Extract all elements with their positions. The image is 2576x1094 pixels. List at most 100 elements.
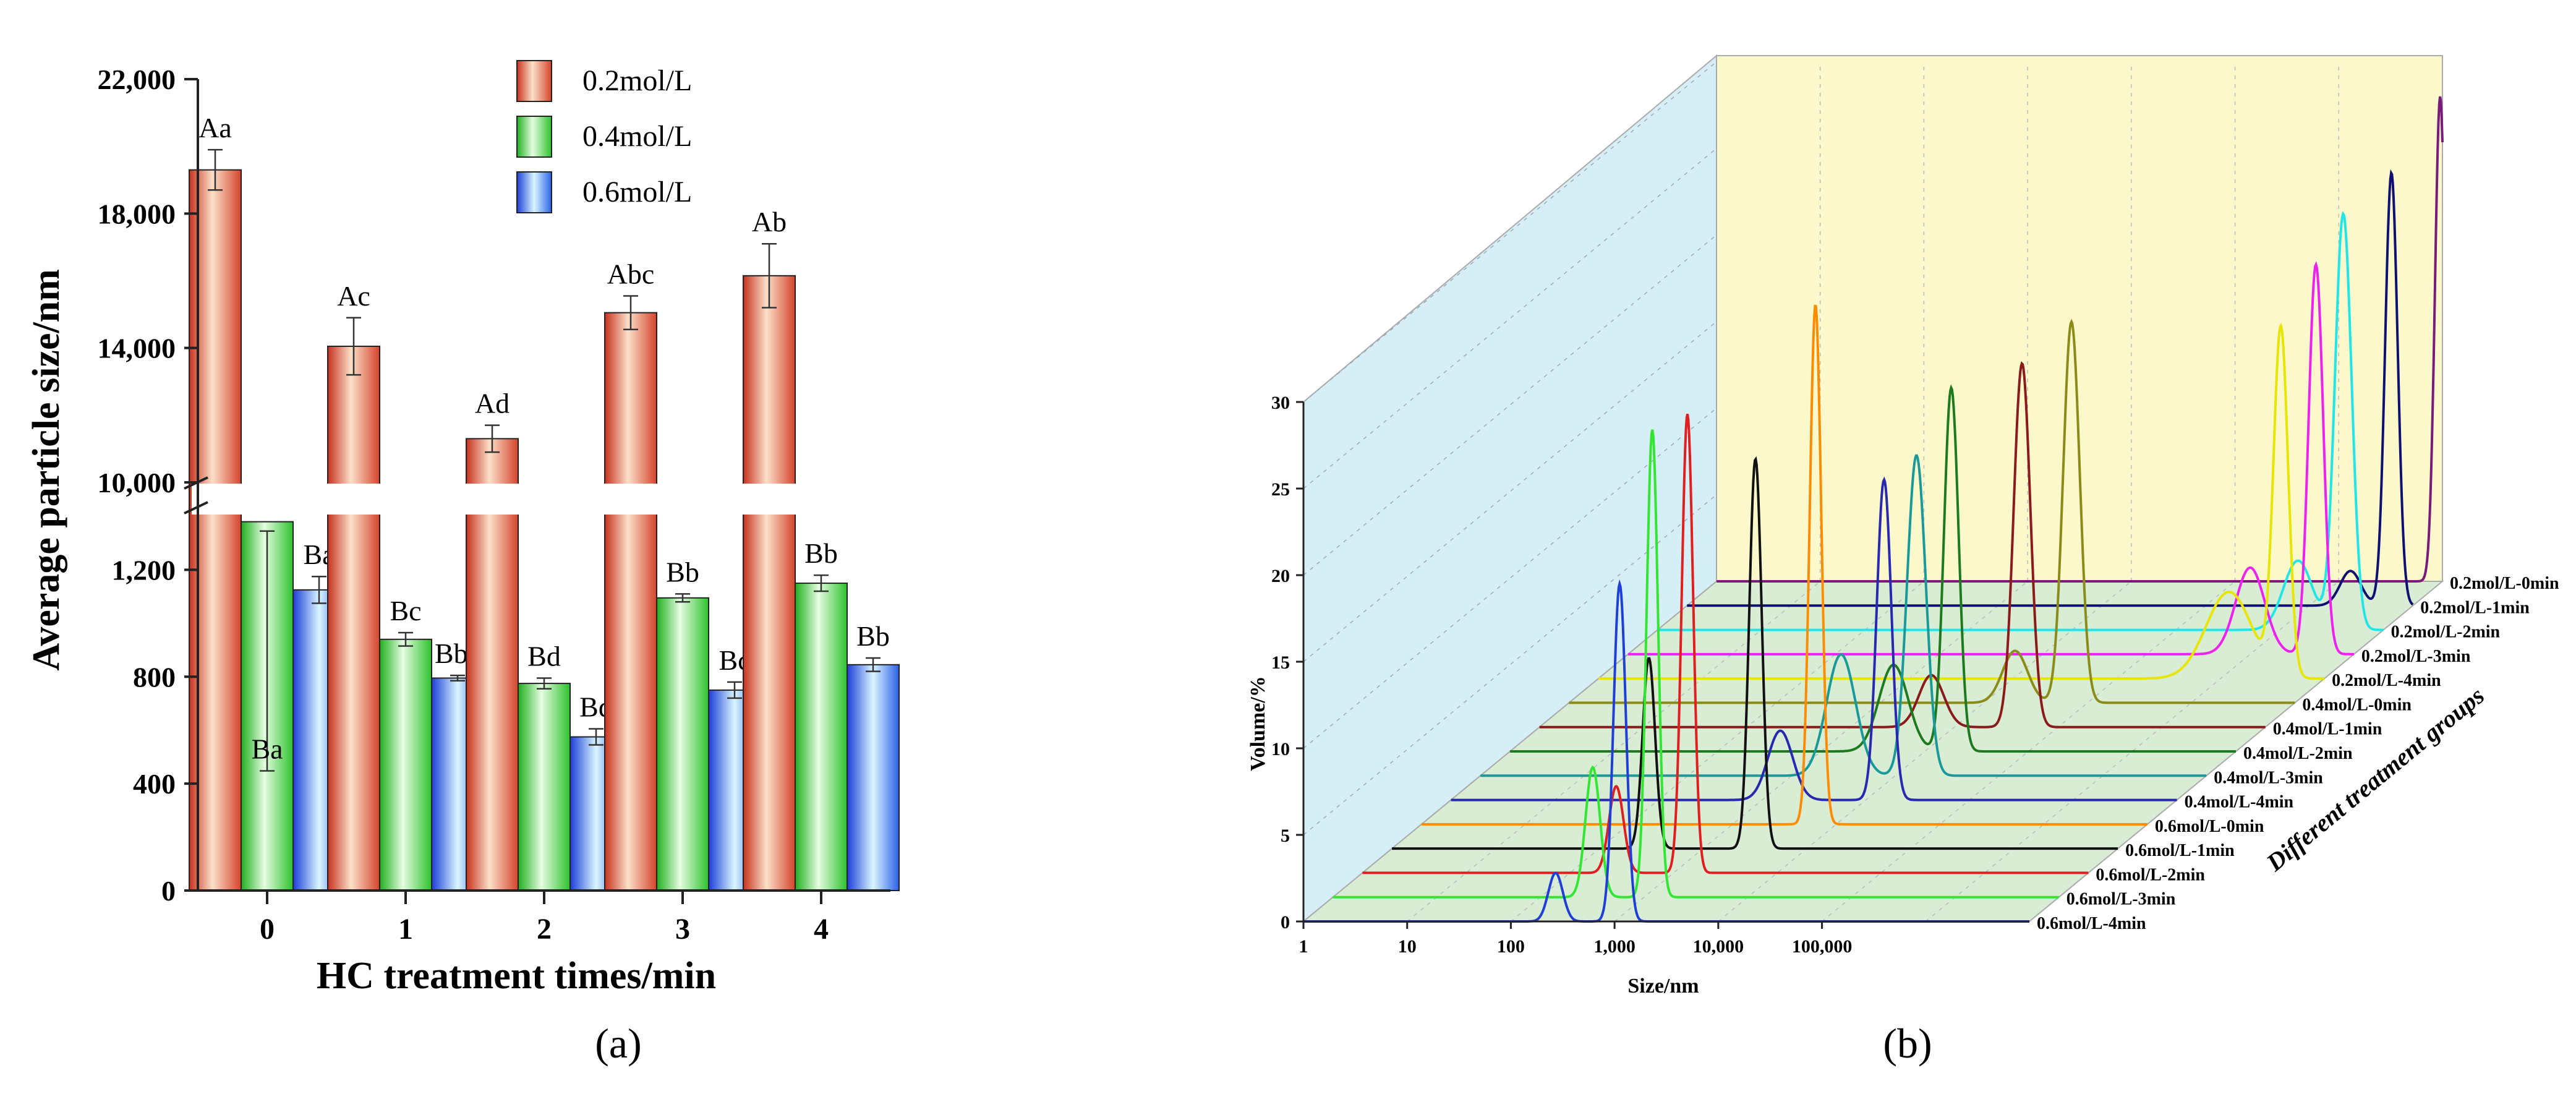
series-line-0.6mol/L-0min xyxy=(1421,304,2147,826)
series-line-0.2mol/L-4min xyxy=(1598,322,2325,680)
panel-b-3d-line-chart: 0.2mol/L-0min 0.2mol/L-1min 0.2mol/L-2min 0… xyxy=(1247,54,2559,1067)
series-label-9: 0.4mol/L-1min xyxy=(2273,720,2382,739)
x-tick-label: 100 xyxy=(1497,936,1525,957)
floor-gridline xyxy=(1407,581,1821,922)
floor-gridline xyxy=(1614,581,2028,922)
bar-1-1 xyxy=(327,345,380,891)
floor-gridline xyxy=(1925,581,2339,922)
floor-gridline xyxy=(1718,581,2132,922)
series-label-4: 0.6mol/L-1min xyxy=(2125,841,2235,860)
panel-b-back-wall xyxy=(1716,55,2443,582)
y-tick-label: 0 xyxy=(1281,912,1290,933)
series-line-0.4mol/L-4min xyxy=(1451,476,2177,801)
error-bar-1-2 xyxy=(485,424,500,453)
floor-gridline xyxy=(1822,581,2236,922)
series-line-0.2mol/L-2min xyxy=(1657,211,2384,631)
y-tick-label: 25 xyxy=(1271,479,1290,500)
y-tick-label: 20 xyxy=(1271,566,1290,586)
x-tick-label: 1 xyxy=(398,913,413,946)
series-label-6: 0.4mol/L-4min xyxy=(2185,793,2294,812)
legend-swatch-2 xyxy=(516,116,552,158)
legend-label-2: 0.4mol/L xyxy=(582,120,692,153)
series-label-3: 0.6mol/L-2min xyxy=(2096,865,2205,884)
error-bar-3-1 xyxy=(450,674,465,682)
series-label-12: 0.2mol/L-3min xyxy=(2361,647,2471,666)
series-label-7: 0.4mol/L-3min xyxy=(2214,768,2323,787)
legend-swatch-1 xyxy=(516,60,552,102)
error-bar-2-4 xyxy=(814,574,829,592)
series-label-14: 0.2mol/L-1min xyxy=(2420,598,2530,617)
x-tick-label: 100,000 xyxy=(1792,936,1853,957)
letter-label: Aa xyxy=(198,112,232,143)
y-tick-label: 0 xyxy=(161,875,176,907)
panel-a-legend: 0.2mol/L 0.4mol/L 0.6mol/L xyxy=(516,60,692,213)
series-label-1: 0.6mol/L-4min xyxy=(2037,914,2146,933)
series-line-0.6mol/L-1min xyxy=(1392,456,2118,850)
error-bar-1-3 xyxy=(623,295,638,331)
y-tick-label: 22,000 xyxy=(98,64,176,95)
axes-lines xyxy=(1302,402,2029,923)
letter-label: Bc xyxy=(390,595,421,626)
series-line-0.2mol/L-0min xyxy=(1717,96,2444,583)
error-bar-1-1 xyxy=(346,317,361,376)
wall-gridline xyxy=(1303,321,1717,662)
bar-2-4 xyxy=(795,583,848,891)
y-tick-label: 800 xyxy=(133,661,176,693)
wall-gridline xyxy=(1303,494,1717,835)
x-tick-label: 1 xyxy=(1299,936,1308,957)
y-tick-label: 1,200 xyxy=(112,554,176,586)
series-label-15: 0.2mol/L-0min xyxy=(2450,574,2559,593)
letter-label: Ab xyxy=(752,206,787,237)
x-tick-label: 10,000 xyxy=(1693,936,1744,957)
series-label-10: 0.4mol/L-0min xyxy=(2302,695,2412,714)
letter-label: Abc xyxy=(607,258,655,289)
x-tick-label: 1,000 xyxy=(1593,936,1636,957)
y-tick-label: 400 xyxy=(133,768,176,800)
y-tick-label: 15 xyxy=(1271,652,1290,673)
panel-a-x-axis-title: HC treatment times/min xyxy=(317,955,716,997)
error-bar-1-0 xyxy=(208,148,223,191)
panel-b-y-axis-title: Volume/% xyxy=(1247,676,1269,771)
y-tick-label: 14,000 xyxy=(98,333,176,364)
y-tick-label: 18,000 xyxy=(98,198,176,229)
bar-2-3 xyxy=(656,597,709,892)
x-tick-label: 4 xyxy=(814,913,829,946)
error-bar-3-4 xyxy=(866,657,881,672)
wall-gridline xyxy=(1303,408,1717,749)
error-bar-3-3 xyxy=(727,681,742,699)
error-bar-1-4 xyxy=(762,242,777,309)
legend-label-3: 0.6mol/L xyxy=(582,176,692,208)
letter-label: Bd xyxy=(527,640,561,672)
error-bar-2-1 xyxy=(398,631,413,647)
error-bar-2-2 xyxy=(537,677,552,690)
bar-1-4 xyxy=(743,275,796,892)
series-label-5: 0.6mol/L-0min xyxy=(2155,817,2264,836)
x-tick-label: 3 xyxy=(675,913,690,946)
letter-label: Ad xyxy=(475,388,510,419)
legend-swatch-3 xyxy=(516,171,552,213)
series-label-13: 0.2mol/L-2min xyxy=(2391,623,2501,642)
letter-label: Ba xyxy=(251,733,283,764)
error-bar-2-0 xyxy=(260,530,275,772)
x-tick-label: 2 xyxy=(537,913,552,946)
series-label-2: 0.6mol/L-3min xyxy=(2066,890,2176,909)
y-tick-label: 10,000 xyxy=(98,467,176,498)
series-line-0.6mol/L-2min xyxy=(1362,414,2089,874)
wall-gridline xyxy=(1303,148,1717,489)
bar-1-3 xyxy=(604,312,657,892)
series-line-0.4mol/L-3min xyxy=(1480,454,2207,777)
y-tick-label: 5 xyxy=(1281,826,1290,846)
legend-label-1: 0.2mol/L xyxy=(582,64,692,97)
axis-break-band xyxy=(192,484,897,515)
error-bar-2-3 xyxy=(675,593,690,603)
x-tick-label: 0 xyxy=(260,913,275,946)
bar-2-1 xyxy=(379,638,432,892)
panel-b-x-axis-title: Size/nm xyxy=(1627,975,1699,998)
bar-3-4 xyxy=(847,664,900,891)
series-label-8: 0.4mol/L-2min xyxy=(2243,744,2353,763)
error-bar-3-0 xyxy=(312,575,326,604)
panel-b-gridlines xyxy=(1303,61,2340,922)
